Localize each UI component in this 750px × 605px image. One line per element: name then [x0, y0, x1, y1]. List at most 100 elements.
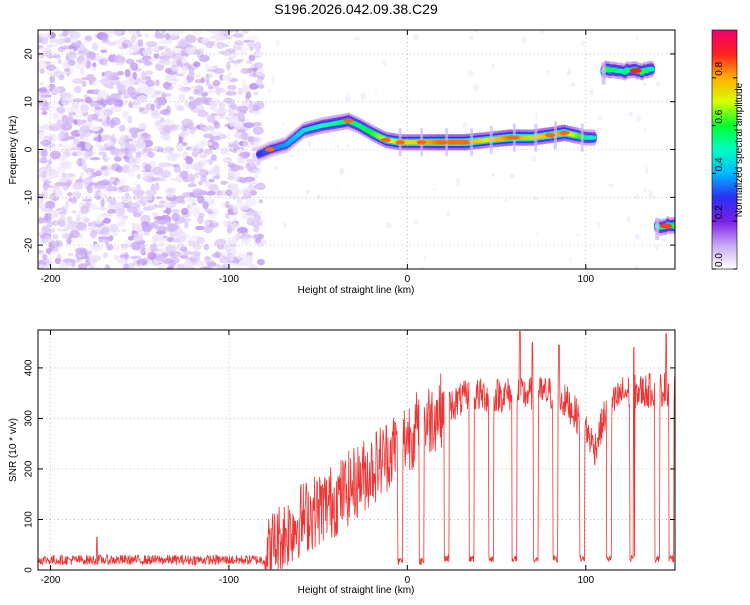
noise-blob: [56, 166, 65, 171]
noise-blob: [95, 170, 103, 173]
noise-blob: [49, 101, 61, 110]
noise-blob: [199, 169, 209, 177]
noise-blob: [190, 162, 200, 170]
noise-blob: [87, 171, 92, 177]
noise-blob: [103, 57, 109, 67]
noise-blob: [642, 82, 647, 87]
noise-blob: [159, 59, 171, 63]
noise-blob: [59, 210, 67, 216]
noise-blob: [187, 173, 196, 182]
noise-blob: [261, 72, 265, 77]
noise-blob: [242, 139, 249, 148]
y-tick-label: 0: [24, 567, 35, 573]
noise-blob: [188, 96, 194, 101]
colorbar-tick-label: 0.2: [714, 205, 725, 219]
x-tick-label: 0: [405, 274, 411, 285]
noise-blob: [127, 262, 135, 269]
signal-track: [256, 60, 675, 240]
noise-blob: [43, 178, 52, 184]
noise-blob: [214, 250, 221, 259]
noise-blob: [222, 74, 233, 81]
noise-blob: [38, 36, 43, 42]
noise-blob: [589, 88, 594, 96]
noise-blob: [52, 86, 61, 95]
noise-blob: [193, 63, 199, 67]
noise-blob: [55, 119, 65, 128]
signal-smear: [534, 123, 538, 152]
noise-blob: [155, 230, 166, 235]
noise-blob: [135, 184, 142, 190]
noise-blob: [221, 263, 230, 269]
x-tick-label: -200: [40, 274, 60, 285]
noise-blob: [244, 253, 254, 263]
noise-blob: [101, 120, 107, 127]
noise-blob: [338, 167, 345, 175]
noise-blob: [251, 152, 258, 160]
spectrogram-x-ticks: -200 -100 0 100: [40, 30, 595, 285]
noise-blob: [189, 85, 201, 90]
noise-blob: [186, 75, 192, 84]
noise-blob: [45, 64, 57, 71]
noise-blob: [92, 62, 97, 67]
noise-blob: [76, 213, 81, 223]
noise-blob: [609, 183, 614, 188]
noise-blob: [121, 228, 126, 233]
noise-blob: [491, 63, 495, 69]
noise-blob: [162, 119, 172, 125]
noise-blob: [67, 252, 74, 257]
noise-blob: [253, 122, 262, 127]
noise-blob: [142, 176, 149, 181]
noise-blob: [216, 190, 222, 196]
noise-blob: [131, 34, 136, 43]
noise-blob: [86, 184, 93, 194]
noise-blob: [165, 73, 177, 82]
noise-blob: [89, 229, 98, 239]
noise-blob: [67, 192, 73, 197]
snr-x-label: Height of straight line (km): [298, 585, 415, 596]
noise-blob: [99, 146, 106, 152]
noise-blob: [211, 30, 217, 36]
noise-blob: [109, 176, 115, 183]
noise-blob: [271, 75, 275, 84]
noise-blob: [118, 185, 131, 193]
noise-blob: [634, 194, 640, 200]
colorbar: 0.0 0.2 0.4 0.6 0.8 Normalized spectral ampl…: [711, 29, 745, 270]
noise-blob: [137, 33, 143, 38]
noise-blob: [172, 58, 184, 65]
noise-blob: [116, 70, 125, 76]
signal-peak: [416, 140, 427, 145]
noise-blob: [151, 234, 164, 242]
snr-y-ticks: 0 100 200 300 400: [24, 359, 675, 573]
noise-blob: [234, 131, 247, 140]
noise-blob: [150, 94, 158, 99]
noise-field: [38, 30, 666, 269]
noise-blob: [138, 263, 143, 269]
noise-blob: [207, 69, 219, 73]
noise-blob: [222, 147, 229, 155]
noise-blob: [211, 65, 218, 69]
noise-blob: [225, 90, 237, 96]
signal-cell: [648, 66, 655, 72]
noise-blob: [645, 166, 649, 175]
noise-blob: [62, 144, 74, 153]
noise-blob: [160, 169, 171, 179]
noise-blob: [188, 66, 195, 75]
noise-blob: [82, 198, 93, 202]
noise-blob: [147, 251, 157, 259]
y-tick-label: -20: [24, 237, 35, 252]
noise-blob: [141, 49, 153, 55]
noise-blob: [164, 200, 170, 208]
noise-blob: [61, 96, 71, 106]
x-tick-label: -200: [40, 575, 60, 586]
signal-peak: [438, 140, 448, 145]
noise-blob: [130, 101, 142, 106]
noise-blob: [255, 79, 263, 86]
noise-blob: [125, 143, 133, 149]
noise-blob: [97, 151, 107, 156]
noise-blob: [242, 99, 250, 108]
noise-blob: [128, 166, 140, 172]
noise-blob: [175, 73, 185, 77]
noise-blob: [199, 153, 208, 159]
noise-blob: [198, 54, 210, 63]
noise-blob: [107, 209, 116, 214]
